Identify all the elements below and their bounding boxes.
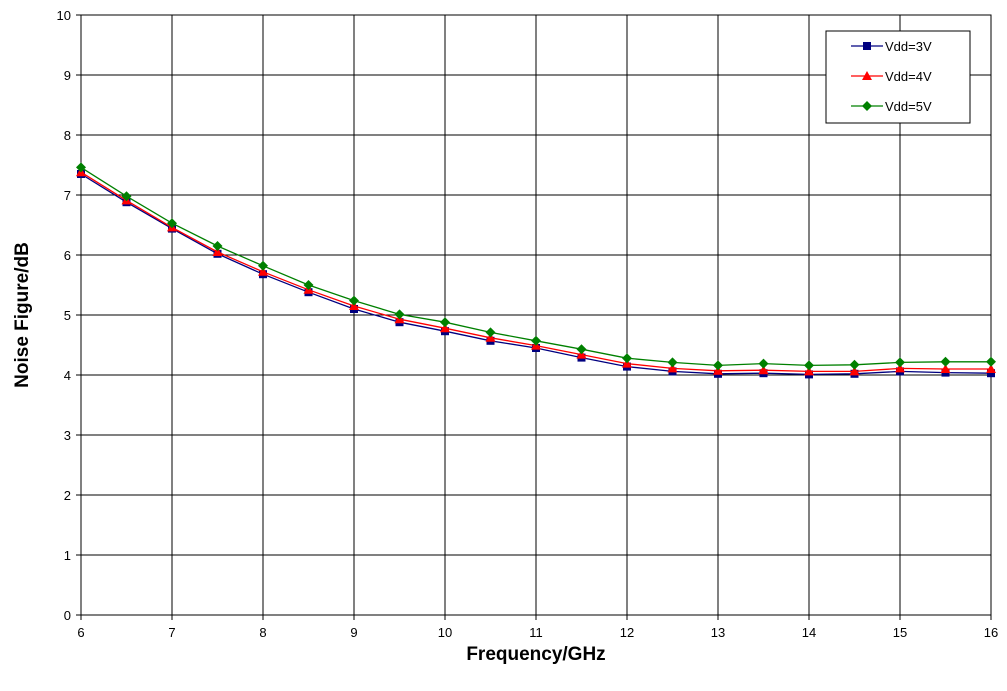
y-tick-label: 4	[64, 368, 71, 383]
data-point	[987, 369, 995, 378]
legend-item: Vdd=5V	[851, 99, 932, 114]
data-point	[121, 191, 132, 202]
data-point	[622, 353, 632, 364]
y-tick-label: 5	[64, 308, 71, 323]
data-point	[804, 360, 814, 371]
data-point	[76, 162, 86, 173]
data-point	[849, 366, 860, 376]
legend-box	[825, 30, 971, 124]
legend: Vdd=3V Vdd=4V Vdd=5V	[825, 30, 971, 124]
legend-label: Vdd=3V	[885, 39, 932, 54]
y-tick-label: 0	[64, 608, 71, 623]
x-tick-label: 9	[350, 625, 357, 640]
x-tick-label: 15	[893, 625, 907, 640]
x-tick-label: 10	[438, 625, 452, 640]
x-axis-title: Frequency/GHz	[466, 644, 605, 665]
x-axis-ticks: 6 7 8 9 10 11 12 13 14 15 16	[77, 615, 998, 640]
data-point	[758, 365, 769, 375]
data-point	[258, 260, 268, 271]
x-tick-label: 6	[77, 625, 84, 640]
data-point	[940, 364, 951, 373]
x-tick-label: 13	[711, 625, 725, 640]
y-tick-label: 6	[64, 248, 71, 263]
x-tick-label: 14	[802, 625, 816, 640]
data-point	[758, 358, 769, 369]
y-tick-label: 3	[64, 428, 71, 443]
legend-item: Vdd=4V	[851, 69, 932, 84]
data-point	[713, 360, 723, 371]
data-point	[394, 309, 405, 320]
data-point	[986, 364, 996, 373]
data-point	[440, 323, 450, 333]
y-tick-label: 2	[64, 488, 71, 503]
x-tick-label: 12	[620, 625, 634, 640]
x-tick-label: 8	[259, 625, 266, 640]
data-point	[167, 218, 177, 229]
legend-marker	[862, 101, 872, 111]
data-point	[212, 247, 223, 256]
y-axis-title: Noise Figure/dB	[12, 242, 33, 388]
legend-item: Vdd=3V	[851, 39, 932, 54]
data-point	[895, 357, 905, 368]
data-point	[895, 363, 905, 373]
legend-marker	[862, 71, 872, 80]
data-point	[303, 280, 314, 290]
data-point	[440, 317, 450, 328]
data-point	[940, 356, 951, 367]
x-tick-label: 7	[168, 625, 175, 640]
data-point	[531, 335, 541, 346]
series-group	[76, 162, 996, 379]
y-tick-label: 1	[64, 548, 71, 563]
y-tick-label: 7	[64, 188, 71, 203]
y-tick-label: 9	[64, 68, 71, 83]
y-tick-label: 8	[64, 128, 71, 143]
legend-label: Vdd=4V	[885, 69, 932, 84]
legend-marker	[863, 42, 871, 50]
data-point	[667, 357, 678, 368]
data-point	[804, 366, 814, 376]
data-point	[986, 356, 996, 367]
legend-label: Vdd=5V	[885, 99, 932, 114]
y-tick-label: 10	[57, 8, 71, 23]
data-point	[212, 241, 223, 251]
y-axis-ticks: 0 1 2 3 4 5 6 7 8 9 10	[57, 8, 81, 623]
x-tick-label: 16	[984, 625, 998, 640]
x-tick-label: 11	[529, 625, 543, 640]
data-point	[485, 327, 496, 338]
data-point	[667, 363, 678, 373]
series-3	[76, 162, 996, 371]
data-point	[576, 344, 587, 355]
data-point	[349, 295, 359, 306]
data-point	[258, 266, 268, 276]
data-point	[849, 359, 860, 370]
